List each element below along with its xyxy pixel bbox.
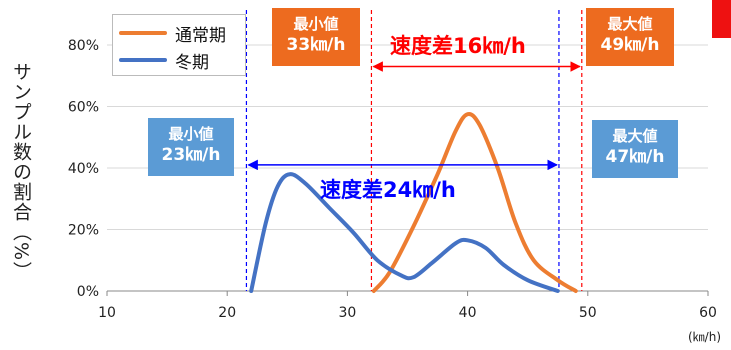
corner-decoration (712, 0, 731, 38)
y-tick-label: 60% (68, 100, 99, 116)
x-tick-label: 20 (218, 305, 236, 321)
legend-swatch-normal (119, 31, 167, 35)
normal-diff-label: 速度差16㎞/h (390, 34, 526, 58)
legend: 通常期 冬期 (112, 14, 246, 76)
series-line-winter (249, 172, 560, 293)
legend-label-winter: 冬期 (175, 52, 209, 73)
winter-min-title: 最小値 (168, 125, 214, 143)
legend-swatch-winter (119, 58, 167, 62)
x-axis-unit: (㎞/h) (688, 330, 722, 344)
x-tick-label: 60 (699, 305, 717, 321)
normal-min-value: 33㎞/h (286, 35, 346, 55)
normal-max-box: 最大値 49㎞/h (586, 8, 674, 66)
winter-min-value: 23㎞/h (161, 145, 221, 165)
legend-item-winter: 冬期 (119, 47, 209, 73)
normal-min-title: 最小値 (293, 15, 339, 33)
x-tick-label: 40 (459, 305, 477, 321)
legend-item-normal: 通常期 (119, 20, 226, 46)
y-tick-label: 0% (77, 284, 99, 300)
y-tick-label: 80% (68, 38, 99, 54)
series-line-normal (371, 112, 578, 293)
legend-label-normal: 通常期 (175, 25, 226, 46)
winter-max-box: 最大値 47㎞/h (592, 120, 678, 178)
normal-min-box: 最小値 33㎞/h (272, 8, 360, 66)
x-tick-label: 10 (98, 305, 116, 321)
x-tick-label: 30 (338, 305, 356, 321)
x-tick-label: 50 (579, 305, 597, 321)
winter-min-box: 最小値 23㎞/h (148, 118, 234, 176)
winter-max-value: 47㎞/h (605, 147, 665, 167)
normal-max-value: 49㎞/h (600, 35, 660, 55)
y-tick-label: 40% (68, 161, 99, 177)
winter-max-title: 最大値 (612, 127, 658, 145)
winter-diff-label: 速度差24㎞/h (320, 178, 456, 202)
y-axis-label: サンプル数の割合（%） (10, 62, 32, 282)
normal-max-title: 最大値 (607, 15, 653, 33)
y-tick-label: 20% (68, 223, 99, 239)
